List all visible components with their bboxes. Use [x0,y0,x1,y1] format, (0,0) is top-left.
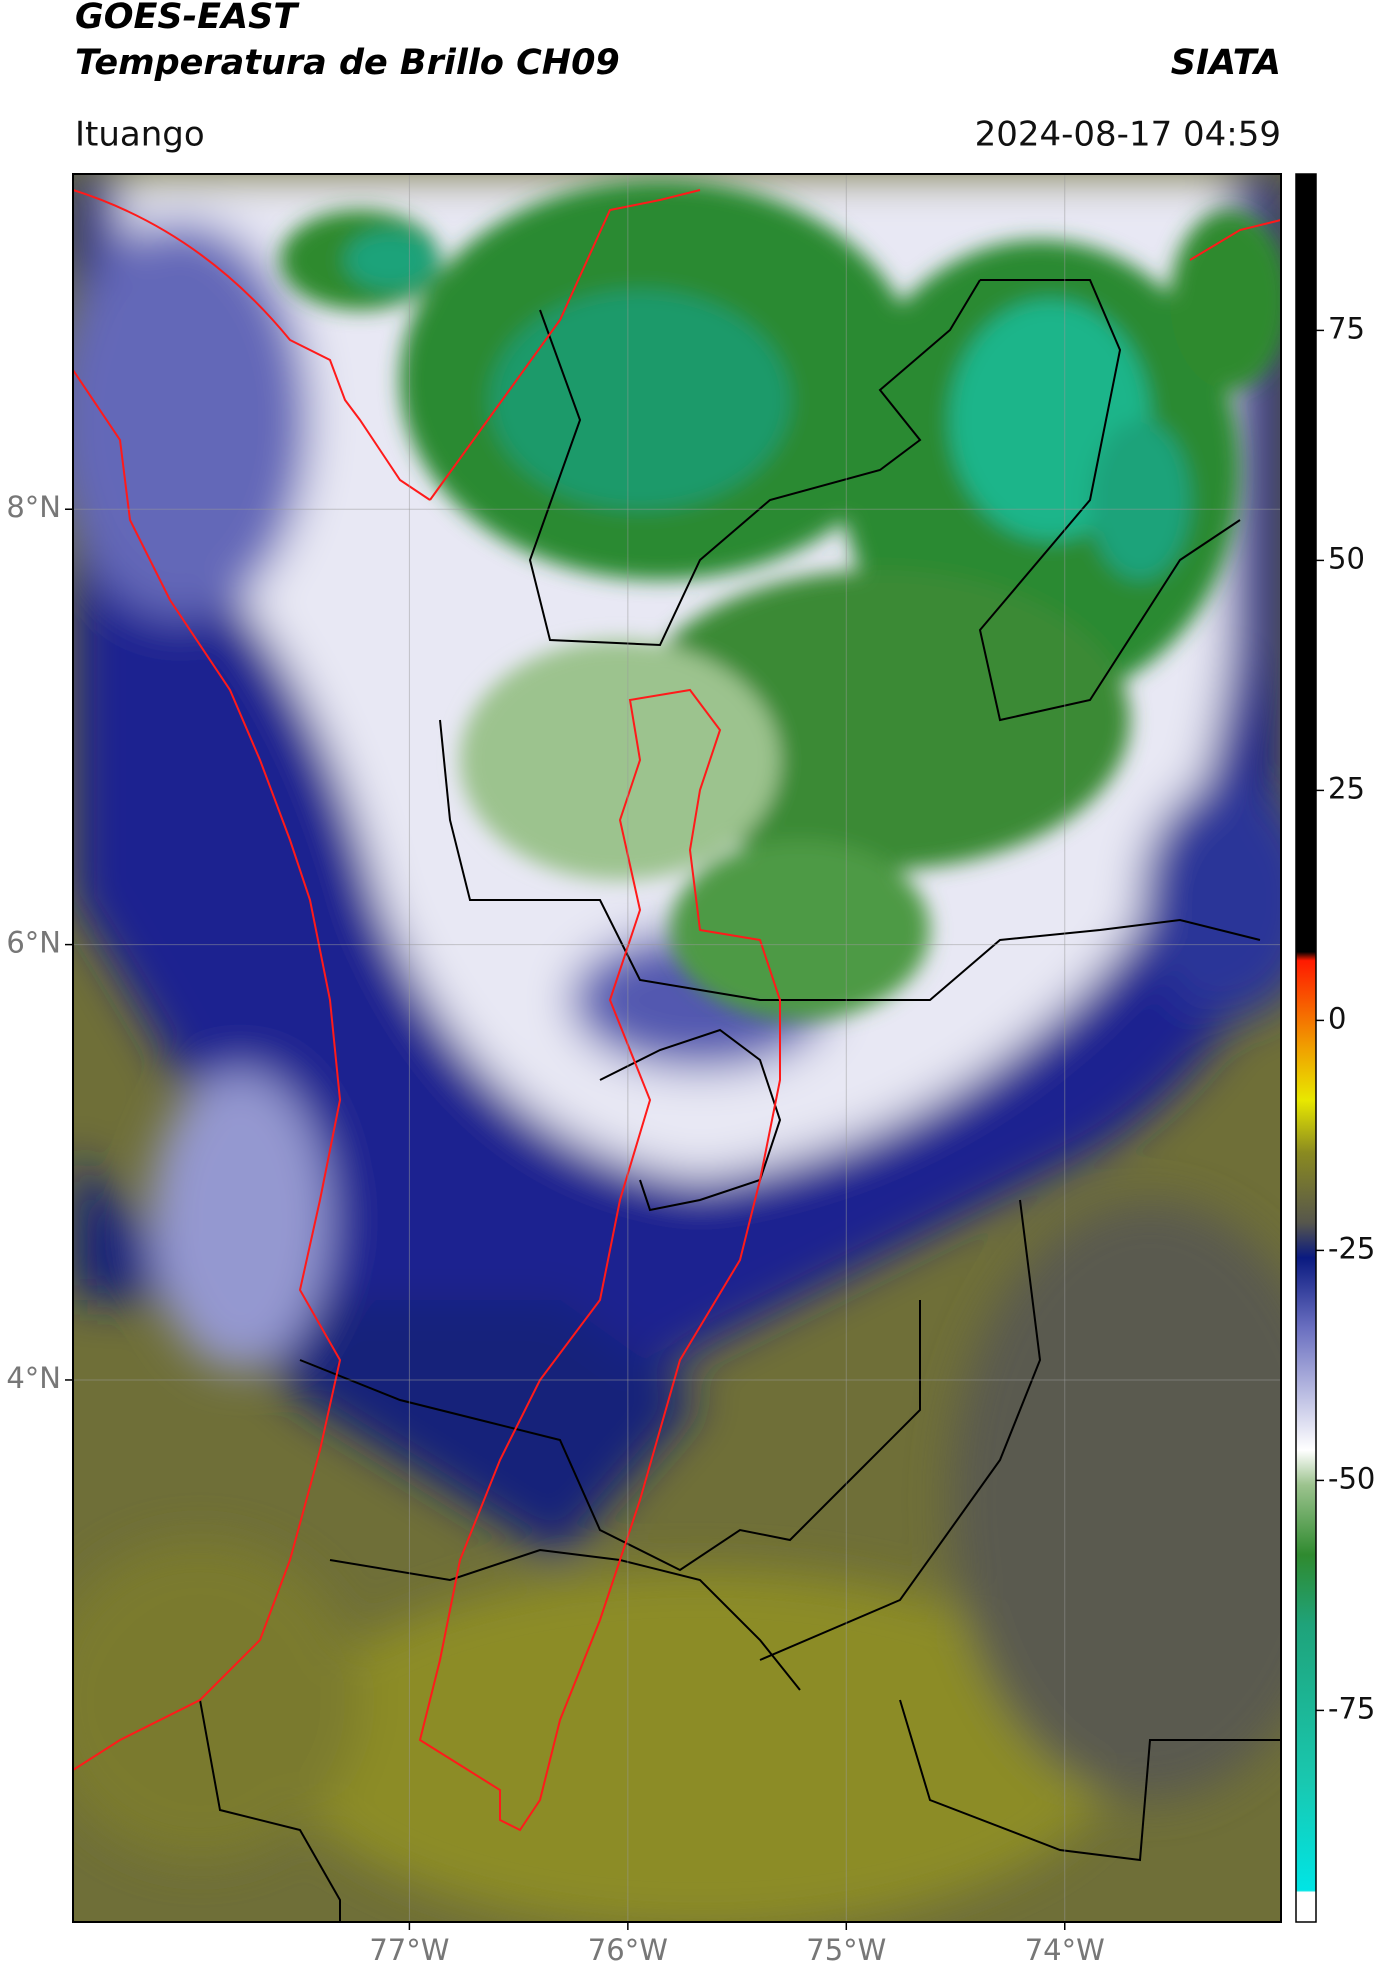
colorbar-tick-label: -50 [1328,1461,1375,1495]
colorbar-tick-label: -75 [1328,1691,1375,1725]
grid [73,174,1281,1922]
colorbar-tick-label: 0 [1328,1001,1346,1035]
x-tick-label: 77°W [369,1933,449,1967]
colorbar [1295,173,1317,1923]
colorbar-tick-label: -25 [1328,1231,1375,1265]
title: GOES-EAST [75,0,300,37]
subtitle: Temperatura de Brillo CH09 [75,43,620,83]
x-tick-label: 75°W [806,1933,886,1967]
colorbar-tick-label: 50 [1328,541,1365,575]
colorbar-tick-label: 25 [1328,771,1365,805]
x-tick-label: 74°W [1025,1933,1105,1967]
plot-frame [72,173,1282,1923]
location: Ituango [75,115,205,155]
colorbar-tick-label: 75 [1328,311,1365,345]
satellite-imagery [73,174,1281,1922]
datetime: 2024-08-17 04:59 [975,115,1281,155]
x-tick-label: 76°W [588,1933,668,1967]
y-tick-label: 4°N [6,1361,61,1395]
y-tick-label: 8°N [6,490,61,524]
brand: SIATA [1171,43,1281,83]
y-tick-label: 6°N [6,926,61,960]
